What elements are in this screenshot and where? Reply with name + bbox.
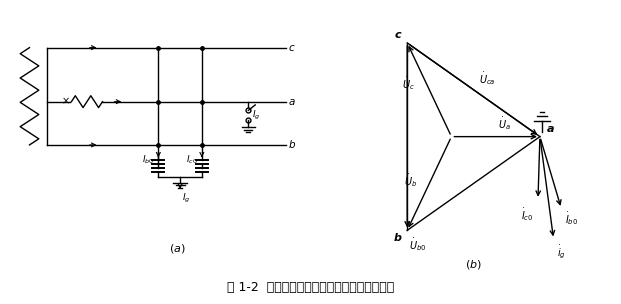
Text: $I_g$: $I_g$ <box>181 192 190 205</box>
Text: $\dot{i}_g$: $\dot{i}_g$ <box>556 244 566 261</box>
Text: a: a <box>547 124 555 134</box>
Text: $\dot{I}_{b0}$: $\dot{I}_{b0}$ <box>565 210 579 227</box>
Text: c: c <box>395 30 401 40</box>
Text: $\dot{U}_a$: $\dot{U}_a$ <box>497 116 510 133</box>
Text: 图 1-2  中性点不接地系统中发生单相接地故障: 图 1-2 中性点不接地系统中发生单相接地故障 <box>227 281 394 294</box>
Text: b: b <box>289 140 296 150</box>
Text: $\times$: $\times$ <box>61 96 70 106</box>
Text: $I_g$: $I_g$ <box>252 109 261 122</box>
Text: $\dot{I}_{c0}$: $\dot{I}_{c0}$ <box>522 206 534 223</box>
Text: a: a <box>289 97 295 107</box>
Text: $\dot{U}_{ca}$: $\dot{U}_{ca}$ <box>479 70 496 87</box>
Text: $\dot{U}_b$: $\dot{U}_b$ <box>404 172 417 189</box>
Text: $I_{c0}$: $I_{c0}$ <box>186 153 198 165</box>
Text: $(b)$: $(b)$ <box>465 258 482 271</box>
Text: $I_{b0}$: $I_{b0}$ <box>142 153 155 165</box>
Text: c: c <box>289 43 294 53</box>
Text: b: b <box>393 233 401 243</box>
Text: $\dot{U}_c$: $\dot{U}_c$ <box>402 75 414 92</box>
Text: $(a)$: $(a)$ <box>169 243 185 255</box>
Text: $\dot{U}_{b0}$: $\dot{U}_{b0}$ <box>409 236 427 253</box>
